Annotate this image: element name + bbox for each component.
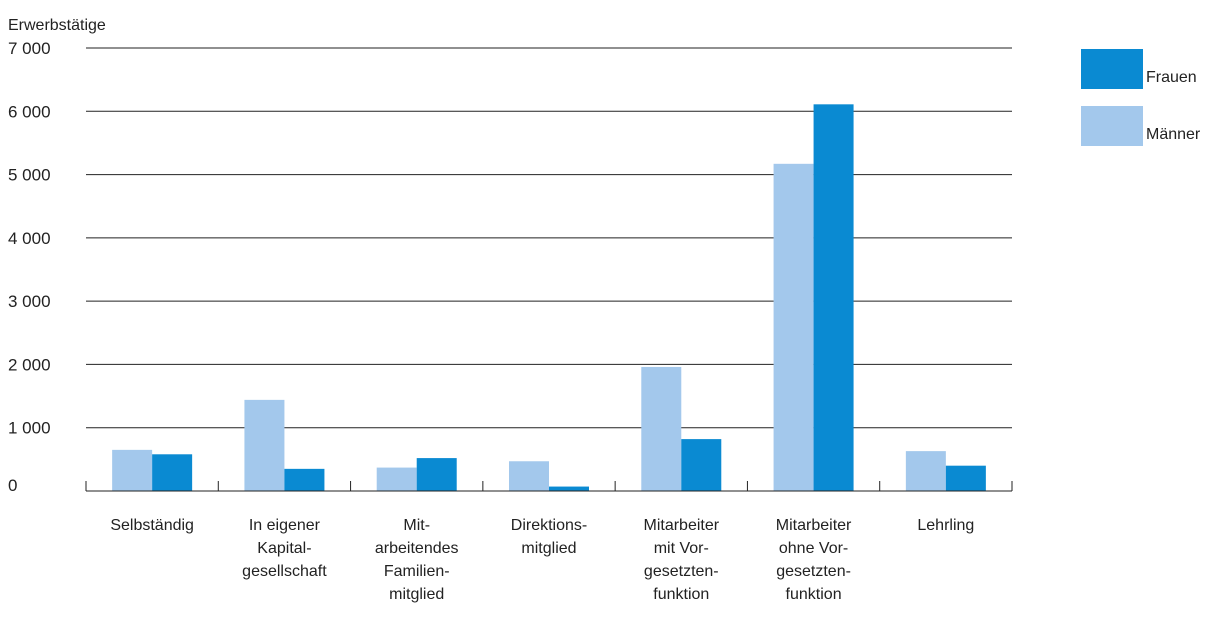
legend-label: Frauen: [1146, 69, 1197, 86]
bar-frauen-4: [681, 439, 721, 491]
category-label: Lehrling: [917, 517, 974, 534]
legend-label: Männer: [1146, 126, 1201, 143]
y-tick-label: 6 000: [8, 102, 51, 121]
bar-frauen-1: [284, 469, 324, 491]
y-tick-label: 7 000: [8, 39, 51, 58]
y-tick-labels: 0 1 000 2 000 3 000 4 000 5 000 6 000 7 000: [8, 39, 51, 495]
category-label: Mit-arbeitendes Familien-mitglied: [375, 517, 459, 603]
bar-frauen-5: [814, 104, 854, 491]
y-tick-label: 5 000: [8, 166, 51, 185]
category-label: Mitarbeiter ohne Vor-gesetzten-funktion: [776, 517, 852, 603]
legend-swatch-frauen: [1081, 49, 1143, 89]
y-tick-label: 2 000: [8, 355, 51, 374]
bar-männer-6: [906, 451, 946, 491]
bar-frauen-3: [549, 487, 589, 491]
legend-swatch-männer: [1081, 106, 1143, 146]
bars: [112, 104, 986, 491]
bar-männer-2: [377, 468, 417, 491]
category-label: Selbständig: [110, 517, 194, 534]
bar-frauen-2: [417, 458, 457, 491]
bar-männer-4: [641, 367, 681, 491]
y-tick-label: 4 000: [8, 229, 51, 248]
y-tick-label: 1 000: [8, 419, 51, 438]
bar-männer-1: [244, 400, 284, 491]
category-labels: Selbständig In eigener Kapital-gesellschaf…: [110, 517, 974, 603]
category-label: Mitarbeiter mit Vor-gesetzten-funktion: [643, 517, 719, 603]
bar-männer-3: [509, 461, 549, 491]
category-label: In eigener Kapital-gesellschaft: [242, 517, 327, 580]
y-tick-label: 0: [8, 476, 17, 495]
bar-männer-5: [774, 164, 814, 491]
bar-männer-0: [112, 450, 152, 491]
y-tick-label: 3 000: [8, 292, 51, 311]
y-axis-title: Erwerbstätige: [8, 17, 106, 34]
bar-frauen-0: [152, 454, 192, 491]
category-label: Direktions-mitglied: [511, 517, 587, 557]
gridlines: [86, 48, 1012, 428]
legend: Frauen Männer: [1081, 49, 1201, 146]
bar-frauen-6: [946, 466, 986, 491]
